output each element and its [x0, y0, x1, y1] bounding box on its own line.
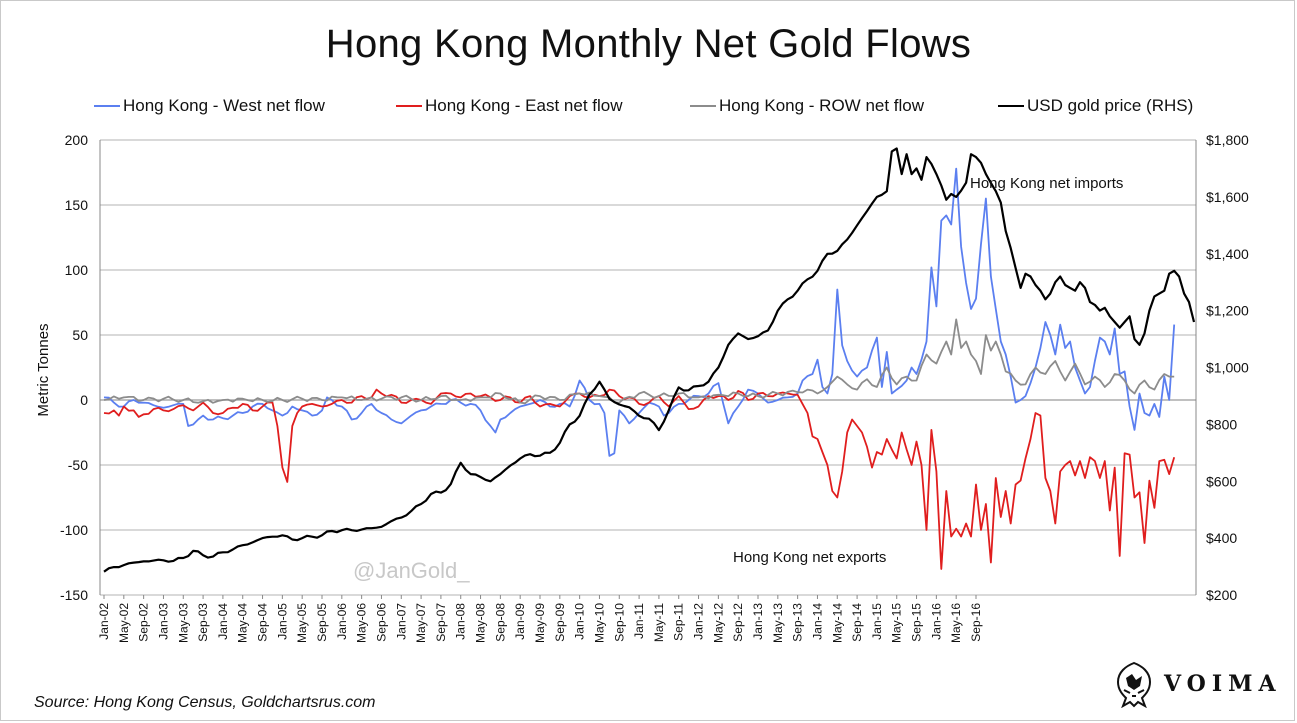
x-tick-label: Jan-02	[97, 603, 111, 640]
x-tick-label: Jan-09	[513, 603, 527, 640]
x-tick-label: Sep-08	[493, 603, 507, 642]
voima-logo: VOIMA	[1112, 660, 1282, 708]
x-tick-label: Jan-07	[394, 603, 408, 640]
x-tick-label: May-06	[355, 603, 369, 643]
x-tick-label: May-10	[592, 603, 606, 643]
x-tick-label: Jan-16	[929, 603, 943, 640]
x-axis-ticks: Jan-02 May-02 Sep-02 Jan-03 May-03 Sep-03 Jan-…	[97, 595, 983, 643]
y-tick-label: -50	[68, 457, 88, 473]
legend-label-row: Hong Kong - ROW net flow	[719, 96, 925, 115]
x-tick-label: May-11	[652, 603, 666, 642]
x-tick-label: Sep-06	[374, 603, 388, 642]
x-tick-label: Sep-11	[672, 603, 686, 641]
x-tick-label: Jan-08	[454, 603, 468, 640]
annotation-net-imports: Hong Kong net imports	[970, 175, 1123, 192]
legend-label-gold: USD gold price (RHS)	[1027, 96, 1194, 115]
x-tick-label: Jan-03	[156, 603, 170, 640]
x-tick-label: May-05	[295, 603, 309, 643]
source-note: Source: Hong Kong Census, Goldchartsrus.…	[34, 694, 376, 711]
y2-tick-label: $1,600	[1206, 189, 1249, 205]
y2-tick-label: $400	[1206, 530, 1237, 546]
x-tick-label: Sep-14	[850, 603, 864, 642]
lion-crest-icon	[1116, 661, 1152, 708]
legend-swatch-gold	[998, 105, 1024, 107]
legend-item-row: Hong Kong - ROW net flow	[690, 96, 924, 116]
chart-title: Hong Kong Monthly Net Gold Flows	[325, 22, 972, 66]
x-tick-label: May-12	[711, 603, 725, 643]
y2-tick-label: $600	[1206, 473, 1237, 489]
x-tick-label: Sep-10	[612, 603, 626, 642]
series-line-east	[103, 388, 1176, 570]
y-tick-label: -150	[60, 587, 88, 603]
x-tick-label: Jan-12	[692, 603, 706, 640]
x-tick-label: Sep-04	[256, 603, 270, 642]
watermark: @JanGold_	[353, 558, 470, 583]
x-tick-label: Sep-09	[553, 603, 567, 642]
y2-tick-label: $1,200	[1206, 303, 1249, 319]
x-tick-label: Jan-10	[573, 603, 587, 640]
x-tick-label: Sep-16	[969, 603, 983, 642]
x-tick-label: Sep-15	[910, 603, 924, 642]
x-tick-label: May-15	[890, 603, 904, 643]
left-axis-ticks: 200 150 100 50 0 -50 -100 -150	[60, 132, 88, 603]
legend: Hong Kong - West net flow Hong Kong - Ea…	[0, 96, 1297, 120]
legend-swatch-row	[690, 105, 716, 107]
y2-tick-label: $800	[1206, 416, 1237, 432]
legend-label-west: Hong Kong - West net flow	[123, 96, 325, 115]
x-tick-label: May-04	[236, 603, 250, 643]
y-axis-label: Metric Tonnes	[35, 323, 52, 416]
y-tick-label: 150	[65, 197, 89, 213]
legend-swatch-east	[396, 105, 422, 107]
x-tick-label: May-03	[176, 603, 190, 643]
x-tick-label: May-13	[771, 603, 785, 643]
x-tick-label: May-08	[474, 603, 488, 643]
y-tick-label: 200	[65, 132, 89, 148]
x-tick-label: Jan-13	[751, 603, 765, 640]
x-tick-label: May-14	[830, 603, 844, 643]
legend-item-gold: USD gold price (RHS)	[998, 96, 1193, 116]
legend-swatch-west	[94, 105, 120, 107]
x-tick-label: Sep-03	[196, 603, 210, 642]
annotation-net-exports: Hong Kong net exports	[733, 549, 886, 566]
x-tick-label: Sep-02	[137, 603, 151, 642]
x-tick-label: Sep-05	[315, 603, 329, 642]
y2-tick-label: $1,000	[1206, 360, 1249, 376]
y2-tick-label: $1,400	[1206, 246, 1249, 262]
gridlines	[100, 139, 1196, 596]
x-tick-label: Jan-14	[810, 603, 824, 640]
series-lines	[103, 147, 1196, 573]
y2-tick-label: $1,800	[1206, 132, 1249, 148]
y-tick-label: 50	[72, 327, 88, 343]
series-line-west	[103, 167, 1176, 457]
x-tick-label: Jan-05	[275, 603, 289, 640]
x-tick-label: May-09	[533, 603, 547, 643]
right-axis-ticks: $1,800 $1,600 $1,400 $1,200 $1,000 $800 $600 $4…	[1206, 132, 1249, 603]
x-tick-label: Jan-11	[632, 603, 646, 639]
legend-item-east: Hong Kong - East net flow	[396, 96, 623, 116]
series-line-row	[103, 318, 1175, 405]
x-tick-label: Sep-07	[434, 603, 448, 642]
series-line-gold	[103, 147, 1196, 573]
x-tick-label: Sep-13	[791, 603, 805, 642]
legend-item-west: Hong Kong - West net flow	[94, 96, 325, 116]
x-tick-label: Jan-04	[216, 603, 230, 640]
x-tick-label: Sep-12	[731, 603, 745, 642]
legend-label-east: Hong Kong - East net flow	[425, 96, 623, 115]
x-tick-label: Jan-15	[870, 603, 884, 640]
y2-tick-label: $200	[1206, 587, 1237, 603]
x-tick-label: May-07	[414, 603, 428, 643]
y-tick-label: -100	[60, 522, 88, 538]
brand-name: VOIMA	[1164, 671, 1282, 697]
x-tick-label: Jan-06	[335, 603, 349, 640]
y-tick-label: 100	[65, 262, 89, 278]
x-tick-label: May-02	[117, 603, 131, 643]
y-tick-label: 0	[80, 392, 88, 408]
x-tick-label: May-16	[949, 603, 963, 643]
